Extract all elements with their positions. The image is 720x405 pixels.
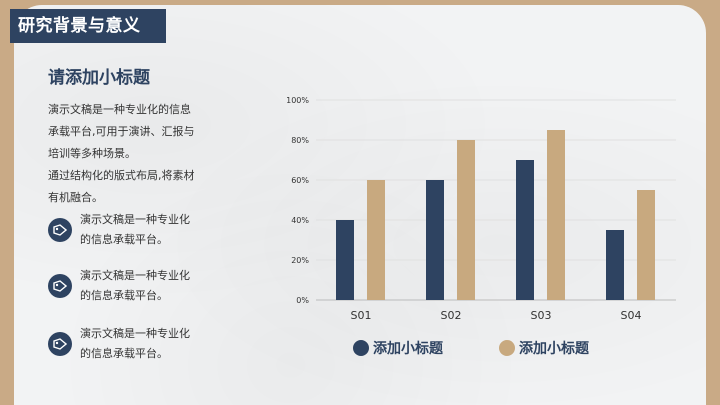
x-tick-label: S01 — [351, 309, 372, 322]
bullet-line: 演示文稿是一种专业化 — [80, 327, 190, 340]
bullet-text: 演示文稿是一种专业化 的信息承载平台。 — [80, 324, 220, 364]
bullet-item: 演示文稿是一种专业化 的信息承载平台。 — [48, 324, 218, 364]
bullet-item: 演示文稿是一种专业化 的信息承载平台。 — [48, 266, 218, 306]
paragraph-line: 演示文稿是一种专业化的信息 — [48, 103, 191, 116]
bar — [426, 180, 444, 300]
paragraph-line: 承载平台,可用于演讲、汇报与 — [48, 125, 195, 138]
bullet-line: 演示文稿是一种专业化 — [80, 213, 190, 226]
legend-marker — [353, 340, 369, 356]
bar — [336, 220, 354, 300]
legend-label: 添加小标题 — [373, 340, 444, 357]
bullet-line: 的信息承载平台。 — [80, 347, 168, 360]
bar — [547, 130, 565, 300]
bar — [457, 140, 475, 300]
y-tick-label: 60% — [291, 176, 309, 185]
x-tick-label: S03 — [531, 309, 552, 322]
subtitle: 请添加小标题 — [48, 68, 150, 88]
paragraph-line: 培训等多种场景。 — [48, 147, 136, 160]
y-tick-label: 100% — [286, 96, 309, 105]
legend-label: 添加小标题 — [519, 340, 590, 357]
bar — [606, 230, 624, 300]
y-tick-label: 20% — [291, 256, 309, 265]
bar — [516, 160, 534, 300]
bar — [637, 190, 655, 300]
tag-icon — [48, 274, 72, 298]
bullet-text: 演示文稿是一种专业化 的信息承载平台。 — [80, 210, 220, 250]
bullet-line: 的信息承载平台。 — [80, 233, 168, 246]
y-tick-label: 40% — [291, 216, 309, 225]
bullet-text: 演示文稿是一种专业化 的信息承载平台。 — [80, 266, 220, 306]
paragraph-line: 通过结构化的版式布局,将素材 — [48, 169, 195, 182]
bullet-item: 演示文稿是一种专业化 的信息承载平台。 — [48, 210, 218, 250]
x-tick-label: S02 — [441, 309, 462, 322]
y-tick-label: 0% — [296, 296, 309, 305]
bar — [367, 180, 385, 300]
tag-icon — [48, 218, 72, 242]
tag-icon — [48, 332, 72, 356]
content-panel — [14, 5, 706, 405]
y-tick-label: 80% — [291, 136, 309, 145]
bullet-line: 的信息承载平台。 — [80, 289, 168, 302]
x-tick-label: S04 — [621, 309, 642, 322]
intro-paragraph: 演示文稿是一种专业化的信息 承载平台,可用于演讲、汇报与 培训等多种场景。 通过… — [48, 99, 228, 209]
bullet-line: 演示文稿是一种专业化 — [80, 269, 190, 282]
legend-marker — [499, 340, 515, 356]
paragraph-line: 有机融合。 — [48, 191, 103, 204]
slide-title: 研究背景与意义 — [10, 9, 166, 43]
